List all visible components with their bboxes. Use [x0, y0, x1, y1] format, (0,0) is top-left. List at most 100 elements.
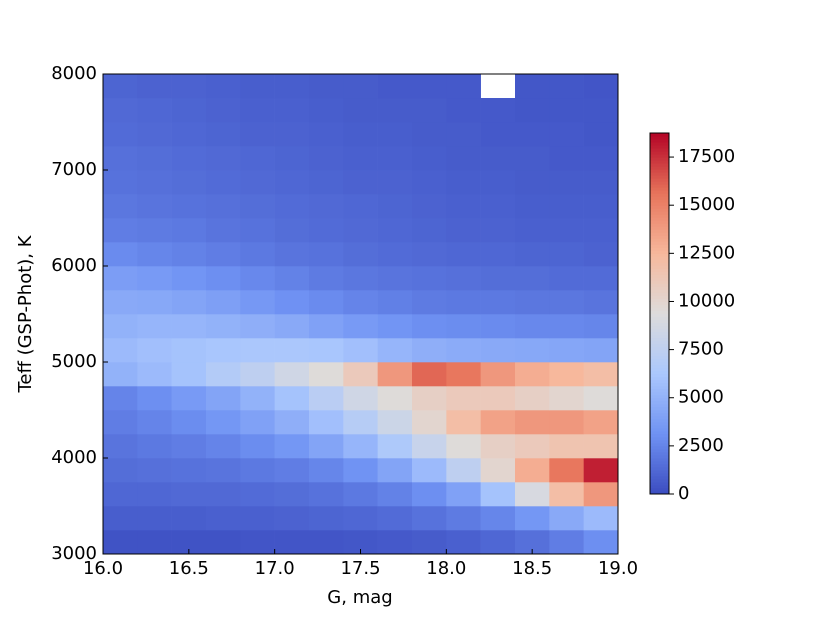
heatmap-cell	[377, 482, 413, 507]
heatmap-cell	[309, 242, 344, 267]
y-tick-label: 7000	[51, 159, 97, 180]
heatmap-cell	[549, 146, 584, 171]
heatmap-cell	[412, 386, 447, 411]
heatmap-cell	[515, 122, 550, 147]
heatmap-cell	[103, 338, 138, 363]
colorbar-segment	[650, 220, 669, 224]
colorbar-segment	[650, 289, 669, 293]
heatmap-cell	[446, 506, 481, 531]
colorbar-segment	[650, 433, 669, 438]
heatmap-cell	[549, 122, 584, 147]
heatmap-cell	[103, 362, 138, 387]
heatmap-cell	[480, 98, 516, 123]
colorbar-segment	[650, 250, 669, 254]
heatmap-cell	[549, 434, 584, 459]
colorbar-segment	[650, 193, 669, 197]
heatmap-cell	[103, 218, 138, 243]
heatmap-cell	[446, 242, 481, 267]
heatmap-cell	[583, 74, 619, 99]
colorbar-segment	[650, 487, 669, 492]
y-tick-label: 4000	[51, 447, 97, 468]
heatmap-cell	[137, 122, 172, 147]
colorbar-segment	[650, 154, 669, 158]
heatmap-cell	[343, 194, 378, 219]
colorbar-segment	[650, 301, 669, 305]
x-tick-label: 16.0	[83, 558, 123, 579]
colorbar-tick-label: 15000	[678, 194, 735, 215]
heatmap-cell	[240, 386, 275, 411]
colorbar-tick-label: 0	[678, 483, 689, 504]
colorbar-segment	[650, 223, 669, 227]
heatmap-cell	[274, 338, 310, 363]
colorbar-segment	[650, 169, 669, 173]
heatmap-cell	[274, 122, 310, 147]
heatmap-cell	[274, 458, 310, 483]
heatmap-cell	[515, 482, 550, 507]
heatmap-cells	[103, 74, 619, 555]
x-tick-label: 17.5	[340, 558, 380, 579]
colorbar-segment	[650, 367, 669, 372]
heatmap-cell	[515, 458, 550, 483]
colorbar-segment	[650, 397, 669, 402]
heatmap-cell	[583, 434, 619, 459]
colorbar-segment	[650, 283, 669, 287]
heatmap-cell	[377, 122, 413, 147]
heatmap-cell	[206, 410, 241, 435]
colorbar-tick-label: 10000	[678, 290, 735, 311]
colorbar-segment	[650, 439, 669, 444]
colorbar-segment	[650, 184, 669, 188]
heatmap-cell	[103, 386, 138, 411]
colorbar-segment	[650, 205, 669, 209]
heatmap-cell	[480, 314, 516, 339]
colorbar-segment	[650, 142, 669, 146]
heatmap-cell	[515, 506, 550, 531]
colorbar-segment	[650, 160, 669, 164]
heatmap-cell	[309, 146, 344, 171]
colorbar-segment	[650, 382, 669, 387]
heatmap-cell	[446, 386, 481, 411]
heatmap-cell	[343, 362, 378, 387]
heatmap-cell	[171, 218, 207, 243]
colorbar-segment	[650, 232, 669, 236]
heatmap-cell	[274, 314, 310, 339]
heatmap-cell	[171, 386, 207, 411]
heatmap-cell	[446, 122, 481, 147]
colorbar-segment	[650, 358, 669, 363]
heatmap-cell	[377, 362, 413, 387]
heatmap-cell	[515, 362, 550, 387]
heatmap-cell	[309, 338, 344, 363]
heatmap-cell	[137, 458, 172, 483]
heatmap-cell	[171, 170, 207, 195]
heatmap-cell	[274, 194, 310, 219]
heatmap-cell	[549, 482, 584, 507]
heatmap-cell	[137, 506, 172, 531]
heatmap-cell	[309, 290, 344, 315]
heatmap-cell	[480, 530, 516, 555]
heatmap-cell	[206, 458, 241, 483]
heatmap-cell	[583, 362, 619, 387]
colorbar-segment	[650, 139, 669, 143]
heatmap-cell	[274, 410, 310, 435]
heatmap-cell	[103, 530, 138, 555]
colorbar-segment	[650, 448, 669, 453]
heatmap-cell	[274, 146, 310, 171]
heatmap-cell	[137, 314, 172, 339]
colorbar-segment	[650, 253, 669, 257]
heatmap-cell	[206, 482, 241, 507]
heatmap-cell	[309, 74, 344, 99]
colorbar-segment	[650, 175, 669, 179]
colorbar-segment	[650, 241, 669, 245]
heatmap-cell	[171, 98, 207, 123]
heatmap-cell	[343, 98, 378, 123]
heatmap-cell	[274, 98, 310, 123]
heatmap-cell	[103, 434, 138, 459]
heatmap-cell	[412, 146, 447, 171]
heatmap-cell	[583, 290, 619, 315]
heatmap-cell	[137, 434, 172, 459]
heatmap-cell	[240, 266, 275, 291]
heatmap-cell	[171, 314, 207, 339]
heatmap-cell	[309, 362, 344, 387]
colorbar-segment	[650, 295, 669, 299]
heatmap-cell	[240, 314, 275, 339]
heatmap-cell	[309, 458, 344, 483]
